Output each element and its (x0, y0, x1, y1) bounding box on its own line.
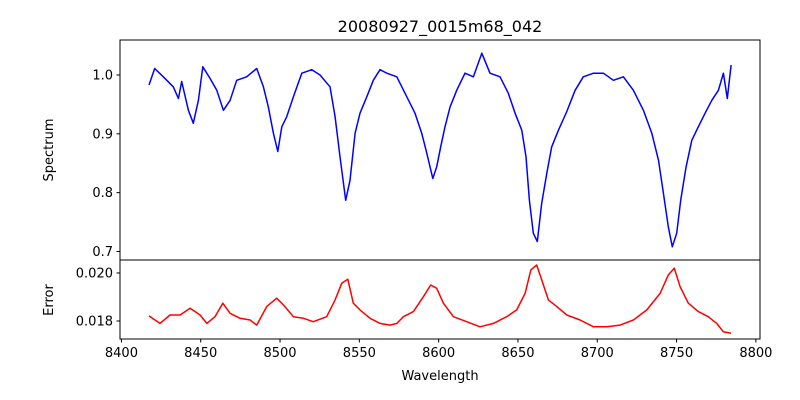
x-tick-label: 8650 (501, 346, 534, 361)
x-tick-label: 8750 (660, 346, 693, 361)
x-tick-label: 8550 (343, 346, 376, 361)
spectrum-line (148, 52, 732, 248)
x-tick-label: 8500 (263, 346, 296, 361)
y-axis-label-error: Error (42, 284, 57, 316)
spectrum-y-tick-label: 0.8 (92, 186, 113, 201)
error-y-tick-label: 0.020 (76, 266, 113, 281)
x-tick-label: 8800 (739, 346, 772, 361)
x-tick-label: 8700 (581, 346, 614, 361)
error-axes: 0.018 0.020 8400 8450 8500 8550 8600 8650 8700 87… (76, 259, 772, 361)
x-axis-label: Wavelength (401, 369, 478, 384)
chart-title: 20080927_0015m68_042 (338, 17, 543, 37)
x-tick-label: 8450 (184, 346, 217, 361)
x-tick-label: 8400 (105, 346, 138, 361)
x-tick-label: 8600 (422, 346, 455, 361)
spectrum-y-tick-label: 0.9 (92, 127, 113, 142)
error-y-tick-label: 0.018 (76, 314, 113, 329)
error-line (148, 264, 732, 334)
y-axis-label-spectrum: Spectrum (42, 119, 57, 182)
spectrum-y-tick-label: 1.0 (92, 69, 113, 84)
error-axes-frame (119, 259, 761, 340)
spectrum-y-tick-label: 0.7 (92, 245, 113, 260)
